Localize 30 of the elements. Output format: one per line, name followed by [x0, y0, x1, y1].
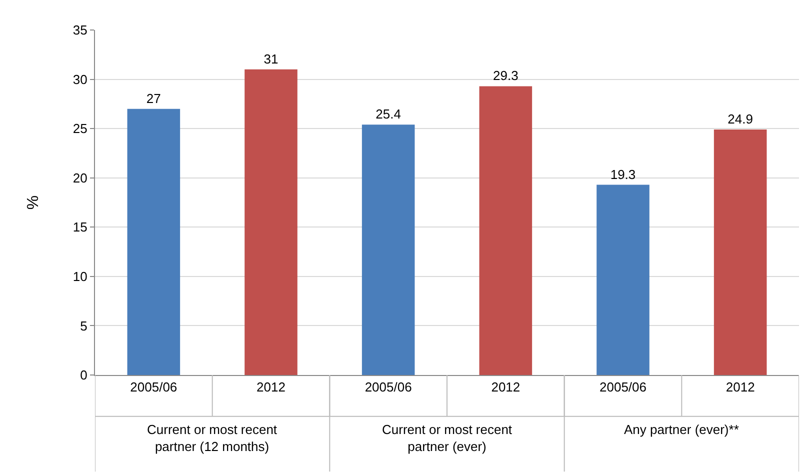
- data-label: 24.9: [728, 112, 753, 127]
- text: Any partner (ever)**: [624, 422, 739, 437]
- y-tick-label: 5: [80, 318, 88, 334]
- text: Current or most recent partner (12 months): [147, 422, 278, 454]
- bar: [127, 108, 180, 375]
- data-label: 19.3: [610, 166, 636, 182]
- x-tick-label: 2005/06: [130, 380, 178, 395]
- y-tick-label: 35: [72, 22, 88, 38]
- y-tick-label: 30: [72, 72, 88, 87]
- text: Current or most recent partner (ever): [382, 422, 512, 454]
- data-label: 27: [146, 90, 161, 106]
- y-axis-title: %: [24, 195, 42, 210]
- bar: [714, 130, 767, 375]
- x-tick-label: 2005/06: [364, 380, 412, 395]
- x-tick-label: 2012: [256, 380, 286, 395]
- y-tick-label: 0: [80, 368, 88, 383]
- y-tick-label: 15: [72, 220, 88, 235]
- y-tick-label: 25: [72, 121, 88, 136]
- x-tick-label: 2012: [491, 380, 520, 395]
- bar: [479, 86, 532, 375]
- data-label: 31: [264, 51, 278, 66]
- data-label: 29.3: [493, 68, 518, 84]
- x-tick-label: 2005/06: [600, 380, 646, 395]
- x-tick-label: 2012: [726, 380, 755, 395]
- y-tick-label: 10: [72, 268, 88, 284]
- bar: [596, 184, 650, 375]
- bar: [362, 124, 415, 375]
- data-label: 25.4: [376, 106, 401, 122]
- y-tick-label: 20: [72, 170, 88, 186]
- bar: [244, 69, 298, 375]
